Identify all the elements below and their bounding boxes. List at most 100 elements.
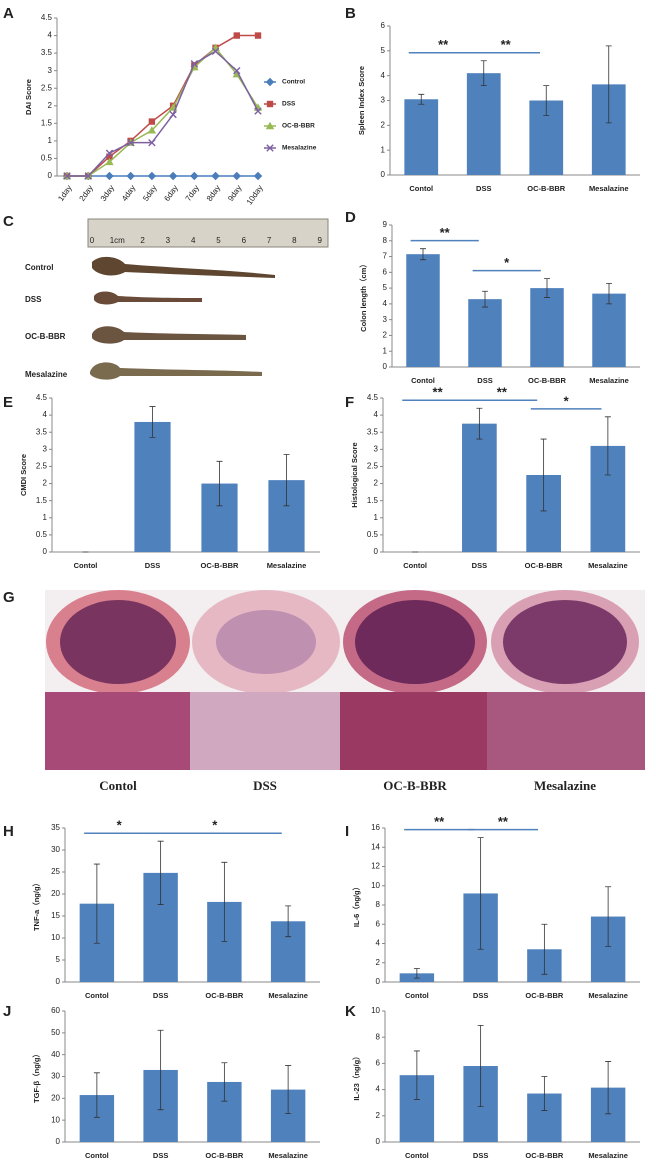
marker xyxy=(105,171,114,181)
ruler-label: 4 xyxy=(191,236,196,245)
error-bar xyxy=(157,1029,164,1111)
error-bar xyxy=(605,45,612,124)
x-tick-label: OC-B-BBR xyxy=(525,991,563,1000)
y-tick-label: 0 xyxy=(376,1137,381,1146)
marker xyxy=(211,47,220,56)
y-tick-label: 5 xyxy=(381,46,386,55)
y-tick-label: 2.5 xyxy=(367,462,379,471)
error-bar xyxy=(221,1062,228,1102)
y-axis-title: Colon length（cm） xyxy=(358,260,368,332)
y-tick-label: 4 xyxy=(376,1085,381,1094)
significance-label: ** xyxy=(433,385,444,400)
y-tick-label: 20 xyxy=(51,1093,60,1102)
marker xyxy=(105,149,114,157)
y-tick-label: 15 xyxy=(51,911,60,920)
y-tick-label: 10 xyxy=(371,1006,380,1015)
y-axis-title: TNF-a（ng/g） xyxy=(31,879,41,931)
y-tick-label: 0 xyxy=(43,547,48,556)
x-tick-label: Mesalazine xyxy=(268,991,308,1000)
error-bar xyxy=(149,406,156,438)
colon xyxy=(90,362,262,380)
bar xyxy=(592,293,626,367)
panel-letter: D xyxy=(345,209,356,226)
marker xyxy=(190,171,199,181)
x-tick-label: Mesalazine xyxy=(267,561,307,570)
y-tick-label: 30 xyxy=(51,1072,60,1081)
y-axis-title: CMDI Score xyxy=(19,454,28,496)
x-tick-label: OC-B-BBR xyxy=(527,184,565,193)
y-tick-label: 3 xyxy=(374,444,379,453)
group-label: OC-B-BBR xyxy=(383,778,447,793)
y-tick-label: 20 xyxy=(51,889,60,898)
x-tick-label: Contol xyxy=(409,184,433,193)
y-tick-label: 50 xyxy=(51,1028,60,1037)
significance-label: ** xyxy=(438,37,449,52)
legend-label: Control xyxy=(282,79,305,86)
zoom xyxy=(340,692,487,770)
ruler-label: 1cm xyxy=(110,236,125,245)
x-tick-label: DSS xyxy=(153,991,168,1000)
error-bar xyxy=(283,454,290,507)
colon-photo xyxy=(87,218,329,380)
x-tick-label: Contol xyxy=(403,561,427,570)
y-tick-label: 4 xyxy=(43,410,48,419)
marker xyxy=(148,138,156,147)
error-bar xyxy=(606,282,612,305)
x-tick-label: Mesalazine xyxy=(588,991,628,1000)
ruler-label: 9 xyxy=(317,236,322,245)
x-tick-label: DSS xyxy=(476,184,491,193)
colon xyxy=(92,256,275,278)
error-bar xyxy=(157,840,164,905)
x-tick-label: Contol xyxy=(74,561,98,570)
y-tick-label: 6 xyxy=(381,21,386,30)
series-line xyxy=(67,50,259,177)
panel-letter: G xyxy=(3,589,15,606)
marker xyxy=(232,171,241,181)
x-tick-label: OC-B-BBR xyxy=(525,1151,563,1160)
y-tick-label: 2 xyxy=(376,1111,381,1120)
error-bar xyxy=(477,1025,484,1108)
y-tick-label: 40 xyxy=(51,1050,60,1059)
error-bar xyxy=(285,1065,292,1115)
error-bar xyxy=(544,278,550,298)
x-tick-label: DSS xyxy=(473,1151,488,1160)
x-tick-label: DSS xyxy=(473,991,488,1000)
panel-letter: H xyxy=(3,823,14,840)
y-tick-label: 4 xyxy=(48,31,53,40)
y-tick-label: 3.5 xyxy=(367,427,379,436)
bar xyxy=(404,99,439,175)
ruler xyxy=(87,218,329,248)
marker xyxy=(126,138,135,147)
y-tick-label: 25 xyxy=(51,867,60,876)
y-tick-label: 8 xyxy=(383,236,388,245)
legend-label: Mesalazine xyxy=(282,145,317,152)
y-tick-label: 0.5 xyxy=(36,530,48,539)
significance-label: ** xyxy=(501,37,512,52)
group-label: Mesalazine xyxy=(534,778,596,793)
panel-letter: C xyxy=(3,213,14,230)
y-axis-title: Spleen Index Score xyxy=(357,66,366,135)
ruler-label: 0 xyxy=(90,236,95,245)
panel-letter: E xyxy=(3,394,13,411)
marker xyxy=(211,171,220,181)
x-tick-label: OC-B-BBR xyxy=(201,561,239,570)
y-tick-label: 35 xyxy=(51,823,60,832)
y-tick-label: 3 xyxy=(381,96,386,105)
x-tick-label: Mesalazine xyxy=(268,1151,308,1160)
bar xyxy=(406,254,440,367)
sample-label: OC-B-BBR xyxy=(25,332,66,341)
colon xyxy=(92,326,246,344)
y-tick-label: 3 xyxy=(383,315,388,324)
error-bar xyxy=(418,93,425,105)
y-tick-label: 60 xyxy=(51,1006,60,1015)
x-tick-label: OC-B-BBR xyxy=(205,1151,243,1160)
y-tick-label: 10 xyxy=(51,933,60,942)
marker xyxy=(254,32,262,39)
panel-letter: J xyxy=(3,1003,11,1020)
y-tick-label: 16 xyxy=(371,823,380,832)
y-tick-label: 8 xyxy=(376,1032,381,1041)
y-tick-label: 1.5 xyxy=(41,118,53,127)
marker xyxy=(233,66,241,75)
sample-label: Mesalazine xyxy=(25,370,68,379)
bar xyxy=(466,73,501,175)
